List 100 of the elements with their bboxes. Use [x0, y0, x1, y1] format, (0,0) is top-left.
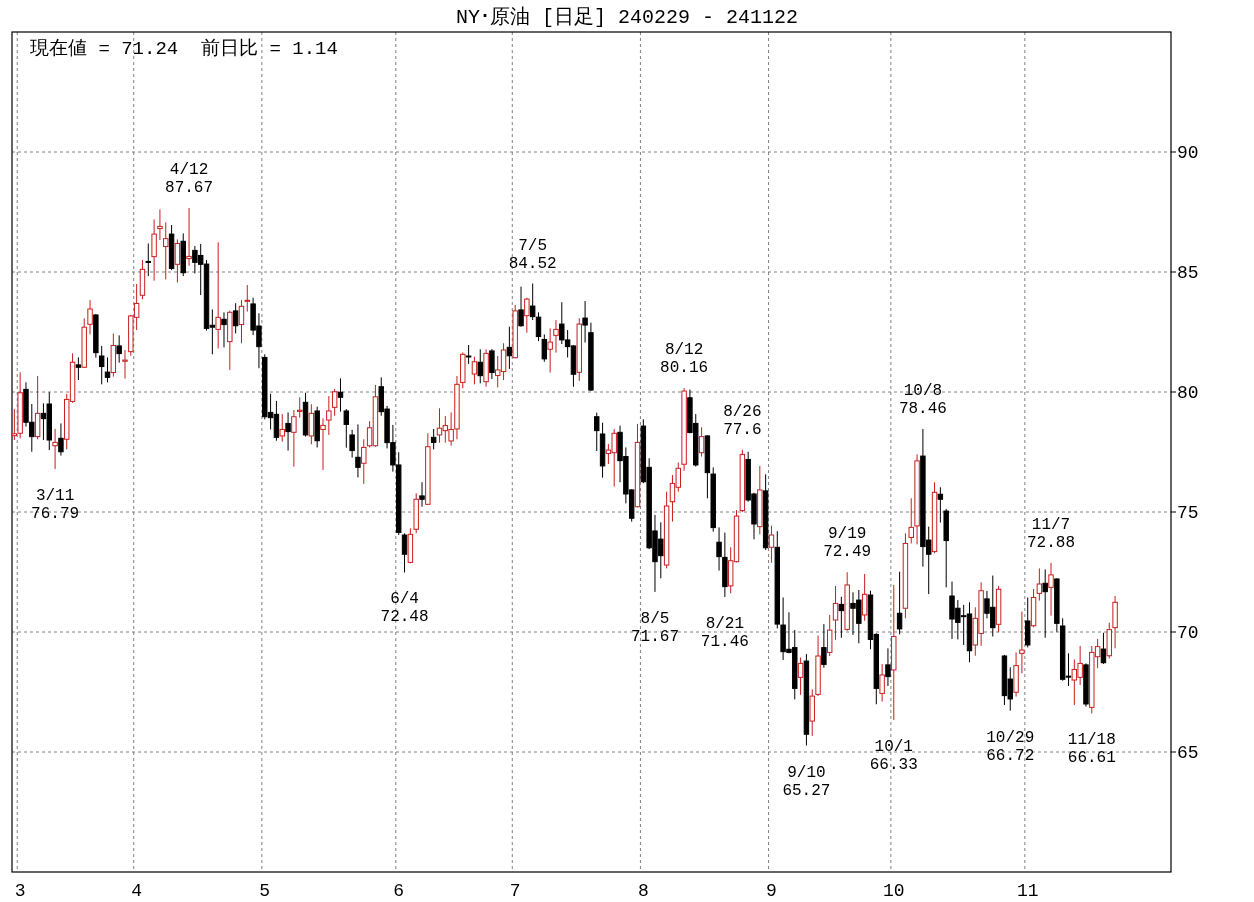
candlestick — [116, 334, 122, 364]
candlestick — [594, 412, 600, 452]
annotation: 8/5 71.67 — [630, 609, 679, 646]
candlestick — [215, 241, 221, 349]
candlestick — [541, 333, 548, 363]
candlestick — [1100, 632, 1107, 665]
candlestick — [885, 647, 891, 687]
y-tick-label: 85 — [1177, 263, 1199, 283]
candlestick — [1025, 596, 1031, 648]
candlestick — [489, 348, 495, 380]
candlestick — [331, 388, 338, 417]
candlestick — [104, 356, 111, 383]
candlestick — [361, 438, 367, 485]
x-tick-label: 3 — [14, 881, 26, 901]
candlestick — [343, 408, 350, 449]
candlestick — [768, 525, 775, 564]
x-tick-label: 6 — [393, 881, 405, 901]
candlestick — [308, 403, 315, 445]
candlestick — [465, 344, 472, 365]
annotation: 9/19 72.49 — [823, 525, 872, 562]
candlestick — [861, 573, 868, 622]
candlestick — [553, 319, 559, 354]
x-tick-label: 9 — [766, 881, 777, 901]
annotation: 現在値 = 71.24 前日比 = 1.14 — [30, 38, 338, 60]
x-tick-label: 5 — [259, 881, 271, 901]
candlestick — [896, 571, 903, 635]
annotation: 9/10 65.27 — [782, 763, 831, 800]
candlestick — [1042, 568, 1048, 639]
y-tick-label: 75 — [1177, 503, 1199, 523]
y-tick-label: 80 — [1177, 383, 1199, 403]
candlestick — [879, 663, 885, 703]
candlestick — [151, 218, 157, 282]
candlestick — [232, 302, 239, 334]
candlestick — [326, 395, 332, 436]
candlestick — [1048, 562, 1054, 617]
candlestick — [506, 326, 513, 370]
candlestick — [937, 486, 944, 524]
candlestick — [145, 242, 151, 277]
candlestick — [297, 396, 303, 419]
candlestick — [1019, 611, 1025, 674]
candlestick — [98, 345, 105, 385]
candlestick — [355, 423, 361, 478]
candlestick — [157, 208, 163, 241]
candlestick — [75, 356, 82, 381]
candlestick — [477, 348, 483, 384]
candlestick — [122, 349, 128, 380]
annotation: 10/1 66.33 — [869, 738, 918, 775]
candlestick — [244, 284, 251, 313]
annotation: 4/12 87.67 — [165, 160, 214, 197]
candlestick — [87, 299, 93, 335]
annotation: 3/11 76.79 — [31, 487, 80, 524]
x-tick-label: 8 — [637, 881, 649, 901]
candlestick — [320, 417, 326, 471]
x-tick-label: 10 — [882, 881, 905, 901]
candlestick — [582, 300, 588, 344]
candlestick — [291, 409, 297, 468]
candlestick — [221, 311, 227, 348]
y-tick-label: 65 — [1177, 743, 1199, 763]
annotation: 11/7 72.88 — [1027, 515, 1076, 552]
candlestick — [838, 596, 845, 639]
annotation: 8/12 80.16 — [660, 341, 709, 378]
y-tick-label: 90 — [1177, 143, 1199, 163]
annotation: 11/18 66.61 — [1067, 731, 1116, 768]
candlestick — [34, 375, 41, 440]
x-tick-label: 4 — [131, 881, 143, 901]
annotation: 10/8 78.46 — [898, 381, 947, 418]
candlestick — [518, 286, 524, 328]
candlestick — [797, 656, 804, 696]
annotation: 8/26 77.6 — [723, 402, 762, 439]
candlestick — [826, 614, 833, 657]
candlestick — [279, 413, 285, 443]
candlestick — [471, 356, 478, 385]
candlestick — [821, 623, 827, 669]
annotation: 7/5 84.52 — [508, 236, 557, 273]
candlestick — [1036, 567, 1043, 602]
candlestick — [285, 411, 291, 452]
annotation: 10/29 66.72 — [986, 728, 1035, 765]
candlestick — [174, 238, 181, 284]
candlestick — [908, 497, 914, 544]
candlestick — [58, 422, 64, 457]
candlestick — [698, 426, 705, 458]
candlestick — [52, 428, 58, 470]
x-tick-label: 7 — [509, 881, 521, 901]
chart-title: NY･原油 [日足] 240229 - 241122 — [455, 6, 799, 29]
x-tick-label: 11 — [1016, 881, 1039, 901]
annotation: 6/4 72.48 — [380, 590, 429, 627]
candlestick — [186, 207, 192, 267]
candlestick — [238, 299, 245, 344]
candlestick — [337, 377, 344, 413]
candlestick — [547, 327, 553, 374]
candlestick — [349, 429, 355, 459]
candlestick — [401, 532, 408, 573]
candlestick — [524, 297, 530, 334]
candlestick — [716, 526, 722, 572]
candlestick — [832, 585, 839, 641]
annotation: 8/21 71.46 — [700, 614, 749, 651]
candlestick — [163, 221, 169, 280]
candlestick — [430, 428, 437, 450]
candlestick — [419, 481, 425, 508]
y-tick-label: 70 — [1177, 623, 1199, 643]
